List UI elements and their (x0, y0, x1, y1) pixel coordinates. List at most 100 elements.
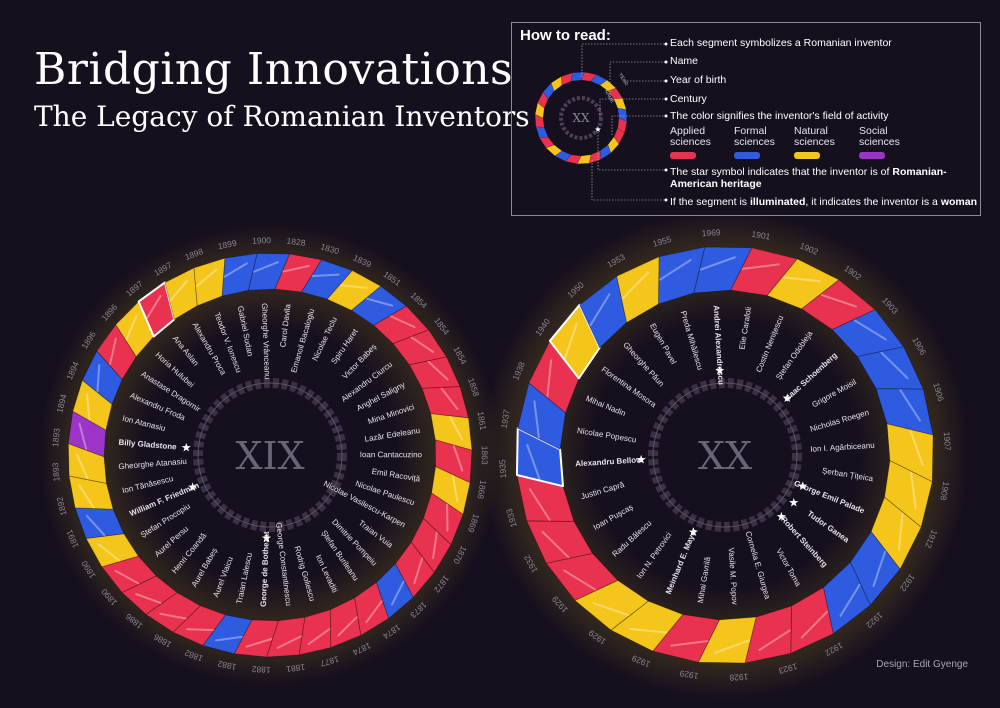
star-icon: ★ (782, 391, 793, 405)
legend-segment (539, 136, 555, 149)
legend-leader-line (599, 98, 666, 118)
legend-century-note: Century (670, 93, 707, 105)
legend-leader-line (581, 43, 666, 77)
year-label: 1893 (50, 427, 62, 447)
inventor-segment (831, 309, 905, 358)
year-label: 1928 (729, 672, 749, 683)
inventor-segment (410, 518, 452, 573)
legend-color-note: The color signifies the inventor's field… (670, 110, 889, 122)
legend-star-icon: ★ (594, 125, 601, 134)
inventor-segment (574, 579, 649, 631)
legend-heading: How to read: (520, 27, 611, 44)
star-icon: ★ (788, 495, 799, 509)
star-icon: ★ (688, 525, 699, 539)
inventor-segment (72, 379, 113, 431)
year-label: 1828 (286, 236, 306, 248)
inventor-segment (172, 605, 226, 646)
legend-segment (599, 79, 617, 92)
inventor-segment (430, 413, 473, 451)
legend-segment (554, 150, 572, 162)
year-label: 1969 (701, 227, 721, 238)
century-label: XX (698, 434, 752, 478)
year-label: 1901 (751, 229, 772, 242)
legend-segment (613, 97, 627, 111)
inventor-segment (579, 275, 628, 349)
inventor-segment (801, 279, 876, 331)
legend-segment (565, 154, 582, 165)
legend-segment (534, 102, 545, 119)
star-icon: ★ (181, 440, 192, 454)
star-icon: ★ (714, 363, 725, 377)
inventor-segment (697, 616, 757, 664)
inventor-name: Gheorghe Vrânceanu (260, 303, 272, 379)
inventor-segment (326, 270, 382, 311)
inventor-segment (408, 356, 461, 389)
inventor-segment (274, 253, 323, 293)
year-label: 1900 (252, 235, 272, 246)
inventor-segment (884, 460, 933, 528)
legend-leader-line (597, 132, 666, 171)
legend-segment (576, 154, 592, 165)
legend-segment (550, 76, 563, 92)
star-icon: ★ (187, 480, 198, 494)
legend-segment (617, 117, 628, 134)
inventor-segment (822, 561, 871, 635)
year-label: 1935 (497, 459, 508, 479)
legend-social-label: Social sciences (859, 125, 900, 148)
formal-swatch (734, 152, 760, 159)
inventor-segment (610, 600, 684, 652)
legend-natural-label: Natural sciences (794, 125, 835, 148)
inventor-segment (392, 329, 448, 366)
legend-segment (613, 127, 625, 145)
legend-segment (570, 71, 586, 82)
inventor-segment (422, 492, 464, 546)
legend-segment (560, 72, 574, 86)
legend-segment (617, 107, 628, 123)
inventor-segment (545, 552, 619, 601)
inventor-segment (101, 555, 157, 593)
legend-star-note: The star symbol indicates that the inven… (670, 166, 947, 190)
inventor-segment (857, 346, 924, 390)
year-label: 1882 (251, 664, 271, 675)
inventor-segment (68, 475, 114, 510)
inventor-segment (517, 382, 566, 450)
year-label: 1894 (54, 393, 68, 414)
inventor-segment (790, 587, 834, 654)
legend-leader-line (609, 61, 666, 95)
legend-segment (534, 113, 545, 129)
inventor-segment (616, 256, 660, 323)
year-label: 1882 (216, 659, 237, 673)
inventor-segment (266, 616, 306, 658)
legend-leader-line (591, 160, 666, 201)
inventor-segment (421, 386, 469, 419)
legend-segment (599, 144, 612, 160)
inventor-name: Vasile M. Popov (727, 547, 740, 605)
inventor-segment (526, 520, 593, 564)
legend-leader-line (611, 115, 666, 135)
natural-swatch (794, 152, 820, 159)
design-credit: Design: Edit Gyenge (876, 659, 968, 670)
inventor-segment (145, 592, 201, 633)
inventor-segment (67, 410, 107, 458)
legend-segment-note: Each segment symbolizes a Romanian inven… (670, 37, 892, 49)
inventor-segment (74, 507, 125, 539)
inventor-segment (164, 267, 198, 320)
inventor-segment (354, 582, 389, 636)
legend-illuminated-note: If the segment is illuminated, it indica… (670, 196, 977, 208)
inventor-segment (221, 253, 258, 297)
legend-name-note: Name (670, 55, 699, 67)
inventor-name: Ion I. Agârbiceanu (810, 441, 875, 454)
inventor-segment (298, 609, 332, 656)
social-swatch (859, 152, 885, 159)
how-to-read-legend: How to read: Each segment symbolizes a R… (511, 22, 981, 216)
legend-segment (607, 87, 623, 100)
legend-century-sample: XX (572, 111, 590, 125)
inventor-segment (394, 541, 435, 598)
inventor-segment (330, 597, 362, 649)
inventor-segment (233, 619, 279, 658)
inventor-segment (375, 563, 414, 619)
